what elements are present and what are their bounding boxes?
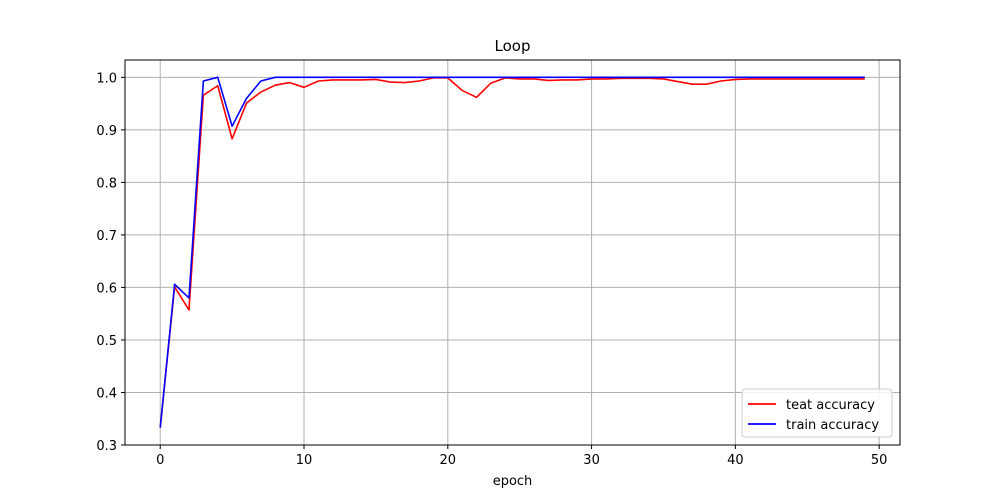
legend-box [741, 388, 893, 438]
axis-ticks: 0 10 20 30 40 50 0.3 0.4 0.5 0.6 0.7 0.8 0.9 1.0 [96, 71, 887, 468]
chart-title: Loop [495, 37, 531, 55]
series-lines [159, 76, 865, 428]
plot-area-frame [124, 59, 901, 446]
y-tick-label: 0.8 [96, 176, 117, 191]
x-tick-label: 10 [296, 453, 313, 468]
y-tick-label: 0.9 [96, 124, 117, 139]
x-tick-label: 50 [871, 453, 888, 468]
x-tick-label: 0 [156, 453, 164, 468]
x-tick-label: 20 [440, 453, 457, 468]
x-tick-label: 30 [583, 453, 600, 468]
legend: teat accuracy train accuracy [741, 388, 893, 438]
series-line-teat-accuracy [159, 77, 865, 428]
x-tick-label: 40 [727, 453, 744, 468]
legend-label: train accuracy [786, 418, 879, 433]
y-tick-label: 0.6 [96, 281, 117, 296]
x-axis-title: epoch [493, 474, 533, 489]
y-tick-label: 0.3 [96, 439, 117, 454]
y-tick-label: 1.0 [96, 71, 117, 86]
series-line-train-accuracy [159, 76, 865, 428]
y-tick-label: 0.4 [96, 386, 117, 401]
legend-label: teat accuracy [786, 398, 875, 413]
y-tick-label: 0.5 [96, 334, 117, 349]
y-tick-label: 0.7 [96, 229, 117, 244]
